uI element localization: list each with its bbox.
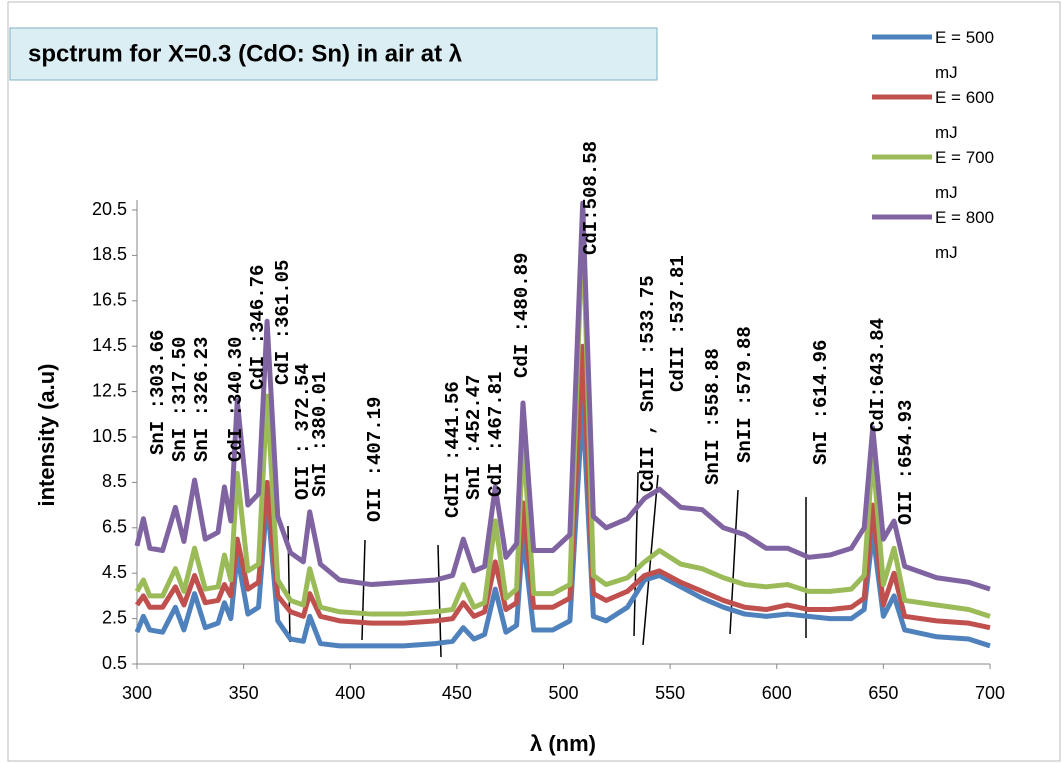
y-axis-label: intensity (a.u) [34,363,59,506]
y-tick-label: 2.5 [102,607,127,627]
title-box [9,27,658,81]
x-tick-label: 650 [868,683,898,703]
x-tick-label: 300 [122,683,152,703]
series-line [134,400,991,649]
y-tick-label: 6.5 [102,517,127,537]
annotation: SnII :558.88 [702,348,724,485]
x-tick-label: 450 [442,683,472,703]
chart-frame [7,1,1061,762]
x-tick-label: 500 [548,683,578,703]
annotation: CdI :480.89 [511,253,533,378]
annotation: SnI :326.23 [191,337,213,462]
annotation: CdII :537.81 [667,255,689,392]
x-tick-label: 600 [762,683,792,703]
legend-label: E = 600 mJ [935,88,995,142]
x-tick-label: 700 [975,683,1005,703]
x-tick-label: 550 [655,683,685,703]
y-tick-label: 0.5 [102,653,127,673]
annotation: SnI :452.47 [463,375,485,500]
legend-label: E = 800 mJ [935,208,995,262]
y-tick-label: 16.5 [92,290,127,310]
annotation: OII : 372.54 [292,363,314,500]
marker-line [437,544,442,658]
series-line [134,200,991,592]
annotation: SnI :303.66 [147,330,169,455]
y-tick-label: 14.5 [92,335,127,355]
y-tick-label: 20.5 [92,199,127,219]
annotation: OII :407.19 [364,397,386,522]
chart-title: spctrum for X=0.3 (CdO: Sn) in air at λ [28,40,462,67]
annotation: SnI :380.01 [309,372,331,497]
series-line [134,343,991,631]
annotation: SnI :317.50 [169,337,191,462]
y-tick-label: 12.5 [92,380,127,400]
annotation: CdII :441.56 [442,381,464,518]
annotation: CdI :467.81 [485,372,507,497]
x-axis-label: λ (nm) [530,731,596,756]
marker-line [633,471,639,637]
y-tick-label: 8.5 [102,471,127,491]
y-tick-label: 10.5 [92,426,127,446]
annotation: SnI :614.96 [810,340,832,465]
annotation: SnII :579.88 [734,326,756,463]
annotation: CdI:508.58 [580,141,602,255]
annotation: CdII , SnII :533.75 [637,275,659,492]
annotation: CdI:643.84 [867,318,889,432]
annotation: CdI :346.76 [247,265,269,390]
annotation: OII :654.93 [895,400,917,525]
legend-label: E = 700 mJ [935,148,995,202]
annotation: CdI :361.05 [272,260,294,385]
annotation: CdI :340.30 [225,337,247,462]
series-line [134,218,991,619]
x-tick-label: 350 [229,683,259,703]
y-tick-label: 4.5 [102,562,127,582]
legend-label: E = 500 mJ [935,28,995,82]
x-tick-label: 400 [335,683,365,703]
y-tick-label: 18.5 [92,244,127,264]
